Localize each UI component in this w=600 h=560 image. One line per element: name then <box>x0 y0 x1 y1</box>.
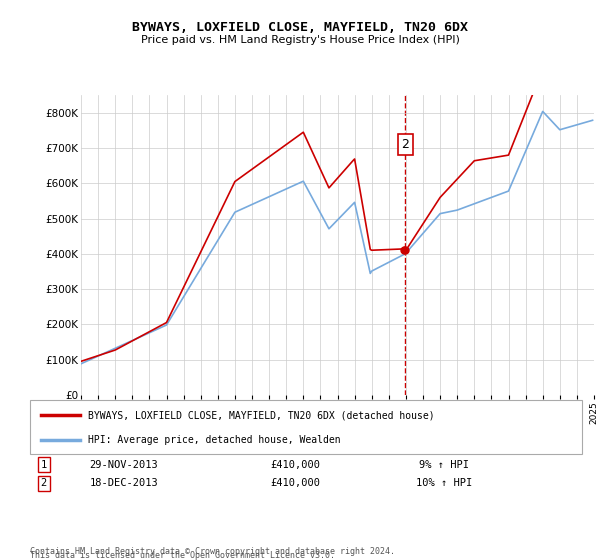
Text: BYWAYS, LOXFIELD CLOSE, MAYFIELD, TN20 6DX: BYWAYS, LOXFIELD CLOSE, MAYFIELD, TN20 6… <box>132 21 468 34</box>
Text: Contains HM Land Registry data © Crown copyright and database right 2024.: Contains HM Land Registry data © Crown c… <box>30 547 395 556</box>
Text: 18-DEC-2013: 18-DEC-2013 <box>89 478 158 488</box>
Text: 29-NOV-2013: 29-NOV-2013 <box>89 460 158 470</box>
Text: 9% ↑ HPI: 9% ↑ HPI <box>419 460 469 470</box>
Text: This data is licensed under the Open Government Licence v3.0.: This data is licensed under the Open Gov… <box>30 551 335 560</box>
FancyBboxPatch shape <box>30 400 582 454</box>
Text: HPI: Average price, detached house, Wealden: HPI: Average price, detached house, Weal… <box>88 435 341 445</box>
Text: 1: 1 <box>41 460 47 470</box>
Text: 10% ↑ HPI: 10% ↑ HPI <box>416 478 472 488</box>
Text: 2: 2 <box>401 138 409 151</box>
Text: £410,000: £410,000 <box>270 460 320 470</box>
Text: Price paid vs. HM Land Registry's House Price Index (HPI): Price paid vs. HM Land Registry's House … <box>140 35 460 45</box>
Text: 2: 2 <box>41 478 47 488</box>
Text: £410,000: £410,000 <box>270 478 320 488</box>
Text: BYWAYS, LOXFIELD CLOSE, MAYFIELD, TN20 6DX (detached house): BYWAYS, LOXFIELD CLOSE, MAYFIELD, TN20 6… <box>88 410 434 421</box>
